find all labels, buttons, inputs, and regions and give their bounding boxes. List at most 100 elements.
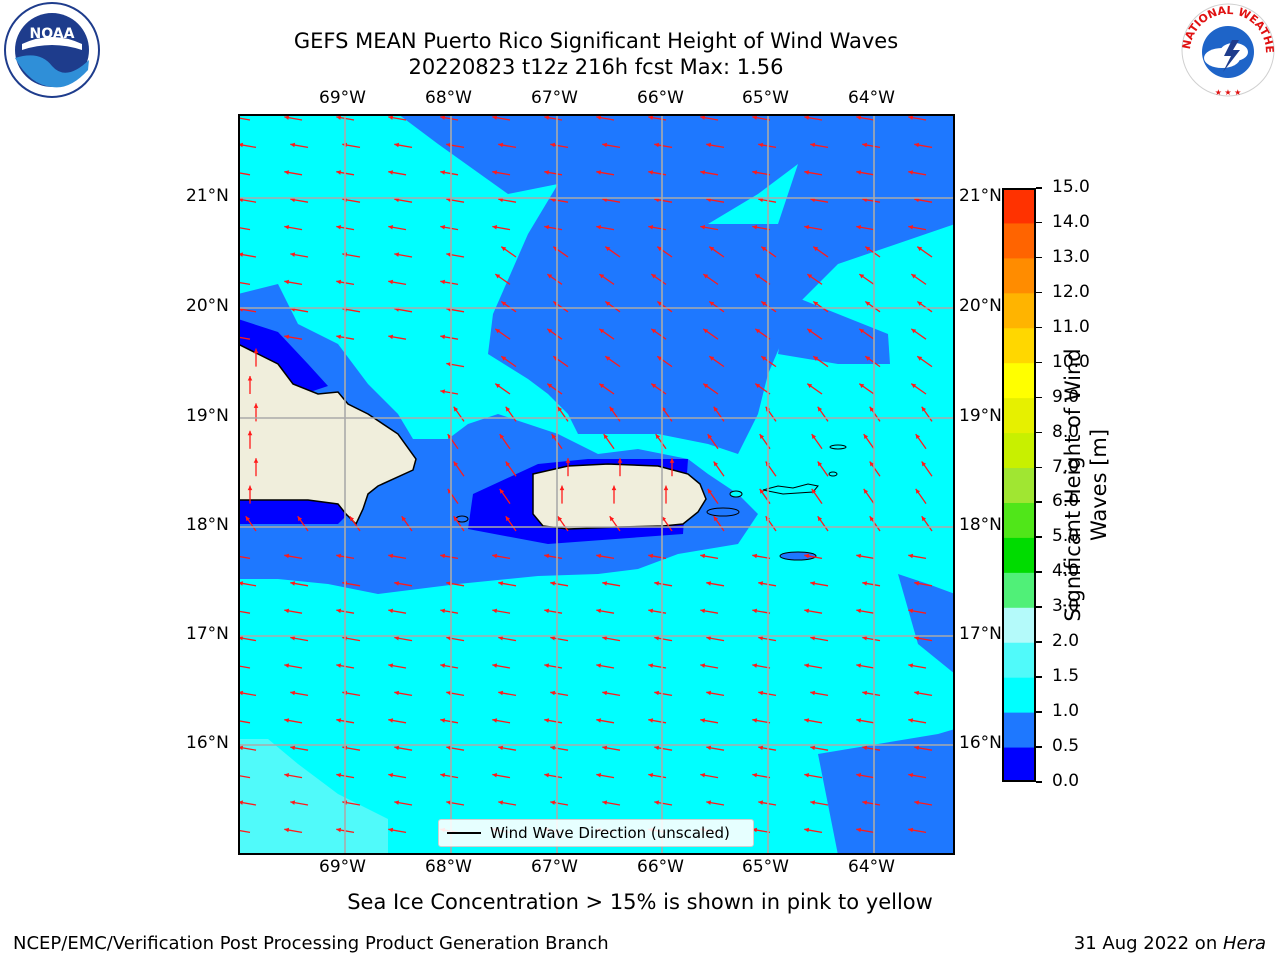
wave-direction-arrowhead <box>804 773 810 778</box>
wave-direction-arrowhead <box>804 553 810 559</box>
colorbar-band <box>1002 467 1036 503</box>
wave-direction-arrowhead <box>596 773 602 778</box>
wave-direction-arrowhead <box>544 718 550 723</box>
wave-direction-arrowhead <box>388 553 394 559</box>
wave-direction-arrowhead <box>863 488 869 494</box>
wave-direction-arrowhead <box>544 170 550 175</box>
wave-direction-arrowhead <box>648 663 654 668</box>
wave-direction-arrowhead <box>284 225 290 230</box>
lon-label-top: 69°W <box>319 88 366 108</box>
wave-direction-arrowhead <box>810 142 816 148</box>
wave-direction-arrowhead <box>253 458 259 463</box>
wave-direction-arrowhead <box>440 553 446 559</box>
wave-direction-arrowhead <box>498 745 504 751</box>
wave-direction-arrowhead <box>648 608 654 614</box>
lat-label-right: 18°N <box>959 515 1002 535</box>
wave-direction-arrowhead <box>862 690 868 696</box>
wave-direction-arrowhead <box>813 301 819 306</box>
wave-direction-arrowhead <box>911 383 917 389</box>
wave-direction-arrowhead <box>609 516 615 522</box>
wave-direction-arrowhead <box>856 663 862 668</box>
lon-label-bottom: 64°W <box>848 857 895 877</box>
wave-direction-arrowhead <box>807 328 813 334</box>
wave-direction-arrowhead <box>859 383 865 389</box>
wave-direction-arrowhead <box>596 718 602 723</box>
wave-direction-arrowhead <box>336 663 342 668</box>
wave-direction-arrowhead <box>388 718 394 723</box>
wave-direction-arrowhead <box>648 115 654 120</box>
wave-direction-arrowhead <box>863 434 869 439</box>
wave-direction-arrowhead <box>605 301 611 306</box>
wave-direction-arrowhead <box>856 225 862 230</box>
noaa-logo-text: NOAA <box>30 26 75 42</box>
wave-direction-arrowhead <box>706 690 712 696</box>
colorbar-band <box>1002 642 1036 678</box>
wave-direction-arrowhead <box>908 225 914 230</box>
wave-direction-arrowhead <box>253 348 259 354</box>
colorbar-label-line-1: Significant Height of Wind <box>1061 348 1085 622</box>
wave-direction-arrowhead <box>550 745 556 751</box>
wave-direction-arrow <box>238 226 251 231</box>
wave-direction-arrowhead <box>401 516 407 522</box>
wave-direction-arrowhead <box>440 718 446 723</box>
wave-direction-arrowhead <box>284 553 290 559</box>
colorbar-tick-mark <box>1036 571 1042 573</box>
wave-direction-arrowhead <box>654 800 660 805</box>
wave-direction-arrowhead <box>917 246 923 252</box>
wave-direction-arrowhead <box>505 406 511 412</box>
colorbar-band <box>1002 362 1036 399</box>
colorbar-label-line-2: Waves [m] <box>1087 428 1111 542</box>
wave-direction-arrowhead <box>752 773 758 778</box>
wave-direction-arrowhead <box>440 389 446 394</box>
wave-direction-arrowhead <box>810 636 816 641</box>
colorbar-tick-label: 12.0 <box>1052 281 1090 302</box>
colorbar-tick-label: 11.0 <box>1052 316 1090 337</box>
wave-direction-arrowhead <box>336 718 342 723</box>
wave-direction-arrowhead <box>596 663 602 668</box>
wave-direction-arrow <box>238 281 251 286</box>
wave-direction-arrowhead <box>648 718 654 723</box>
footer-host: Hera <box>1222 933 1266 954</box>
wave-direction-arrowhead <box>498 142 504 148</box>
wave-direction-arrowhead <box>284 718 290 723</box>
wave-direction-arrowhead <box>908 115 914 120</box>
wave-direction-arrowhead <box>908 170 914 175</box>
map-frame <box>238 114 955 855</box>
wave-direction-arrowhead <box>284 115 290 120</box>
wave-direction-arrowhead <box>908 608 914 614</box>
wave-direction-arrow <box>238 555 251 560</box>
sea-ice-note: Sea Ice Concentration > 15% is shown in … <box>347 890 933 914</box>
wave-direction-arrowhead <box>914 800 920 805</box>
wave-direction-arrowhead <box>648 225 654 230</box>
wave-direction-arrowhead <box>706 142 712 148</box>
wave-direction-arrowhead <box>550 690 556 696</box>
colorbar-band <box>1002 327 1036 364</box>
wave-direction-arrowhead <box>755 383 761 389</box>
wave-direction-arrowhead <box>713 516 719 522</box>
wave-direction-arrowhead <box>547 383 553 389</box>
colorbar-label: Significant Height of Wind Waves [m] <box>1060 348 1112 621</box>
wave-direction-arrowhead <box>447 434 453 439</box>
wave-direction-arrowhead <box>388 279 394 285</box>
wave-direction-arrowhead <box>602 636 608 641</box>
colorbar-tick-label: 0.0 <box>1052 771 1080 791</box>
island-st-croix <box>779 551 817 561</box>
wave-direction-arrowhead <box>599 274 605 279</box>
colorbar-tick-label: 14.0 <box>1052 211 1090 232</box>
wave-direction-arrowhead <box>914 142 920 148</box>
lon-label-top: 66°W <box>637 88 684 108</box>
lat-label-left: 17°N <box>186 624 229 644</box>
wave-direction-arrowhead <box>709 356 715 361</box>
wave-direction-arrowhead <box>663 485 669 491</box>
lon-label-top: 64°W <box>848 88 895 108</box>
wave-direction-arrowhead <box>811 434 817 439</box>
wave-direction-arrowhead <box>817 461 823 467</box>
colorbar-tick-label: 9.0 <box>1052 386 1080 407</box>
colorbar-tick-label: 1.0 <box>1052 701 1080 722</box>
lon-label-bottom: 65°W <box>742 857 789 877</box>
colorbar-tick-mark <box>1036 641 1042 643</box>
wave-direction-arrowhead <box>498 690 504 696</box>
lat-label-left: 18°N <box>186 515 229 535</box>
wave-direction-arrowhead <box>247 485 253 491</box>
wave-direction-arrowhead <box>654 690 660 696</box>
